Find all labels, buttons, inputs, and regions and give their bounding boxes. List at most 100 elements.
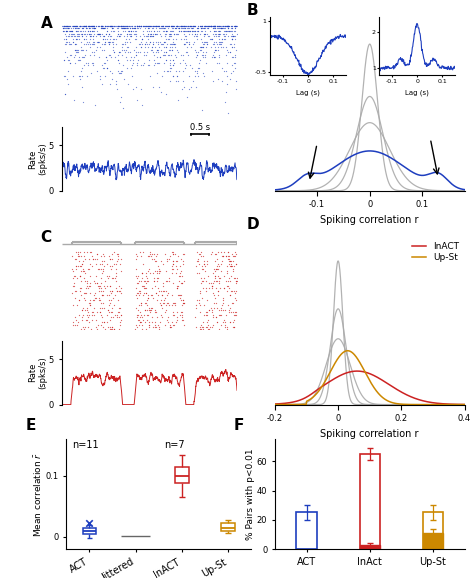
Point — [231, 32, 238, 41]
Point — [76, 283, 84, 292]
Point — [137, 21, 145, 31]
Point — [153, 21, 160, 31]
Point — [180, 249, 187, 258]
Point — [110, 27, 118, 36]
Point — [87, 247, 95, 256]
Point — [74, 55, 82, 65]
Point — [114, 21, 122, 31]
Point — [96, 295, 104, 305]
Point — [225, 308, 232, 317]
Point — [194, 27, 201, 36]
Point — [126, 29, 134, 38]
Point — [92, 323, 100, 332]
Point — [79, 24, 86, 33]
Point — [136, 317, 143, 327]
Point — [208, 281, 216, 290]
Point — [122, 45, 130, 54]
Point — [123, 29, 130, 38]
Point — [165, 21, 173, 31]
Point — [192, 303, 200, 312]
Point — [156, 53, 164, 62]
Point — [109, 42, 117, 51]
Point — [224, 108, 231, 117]
Point — [129, 27, 137, 36]
Point — [178, 50, 185, 60]
Point — [166, 32, 174, 41]
Point — [186, 71, 193, 80]
Point — [133, 252, 140, 261]
Point — [87, 21, 95, 31]
Point — [230, 21, 237, 31]
Point — [205, 279, 212, 288]
Point — [139, 21, 146, 31]
Point — [115, 69, 123, 78]
Point — [228, 42, 236, 51]
Point — [166, 29, 174, 38]
Point — [159, 21, 166, 31]
Point — [122, 47, 129, 57]
Point — [67, 40, 74, 49]
Point — [129, 55, 137, 65]
Point — [117, 315, 125, 324]
Point — [193, 295, 201, 305]
Point — [120, 32, 128, 41]
Point — [128, 21, 135, 31]
Point — [163, 21, 170, 31]
Point — [137, 47, 144, 57]
Point — [155, 21, 163, 31]
Point — [177, 308, 185, 317]
Point — [202, 37, 210, 46]
Point — [145, 252, 153, 261]
Point — [85, 264, 93, 273]
Point — [158, 40, 165, 49]
Point — [166, 77, 173, 86]
Point — [208, 323, 216, 332]
Point — [209, 34, 216, 43]
Point — [114, 29, 121, 38]
Point — [182, 21, 189, 31]
Point — [101, 37, 109, 46]
Point — [111, 274, 118, 283]
Point — [176, 269, 184, 278]
Point — [96, 281, 103, 290]
Point — [195, 269, 203, 278]
Point — [209, 283, 216, 292]
Point — [76, 71, 84, 80]
Point — [146, 32, 154, 41]
Point — [155, 269, 163, 278]
Point — [201, 301, 208, 310]
Point — [217, 24, 225, 33]
Point — [213, 40, 221, 49]
Point — [163, 27, 171, 36]
Point — [202, 308, 210, 317]
Point — [180, 298, 188, 307]
Point — [201, 21, 209, 31]
Point — [68, 27, 75, 36]
Point — [108, 24, 116, 33]
Point — [79, 310, 87, 320]
Point — [91, 21, 98, 31]
Point — [158, 21, 166, 31]
Point — [179, 295, 186, 305]
Point — [131, 21, 138, 31]
Point — [91, 254, 99, 264]
Point — [128, 24, 136, 33]
Point — [146, 29, 154, 38]
Point — [182, 34, 189, 43]
Point — [200, 32, 208, 41]
Point — [160, 37, 168, 46]
Point — [226, 27, 233, 36]
Point — [101, 71, 109, 80]
Point — [121, 21, 128, 31]
Point — [64, 24, 72, 33]
Point — [82, 295, 89, 305]
Point — [200, 257, 208, 266]
Point — [96, 303, 104, 312]
Point — [224, 21, 232, 31]
Point — [155, 325, 163, 334]
Point — [145, 320, 153, 329]
Point — [193, 34, 201, 43]
Point — [172, 301, 179, 310]
Point — [76, 271, 83, 280]
Point — [118, 50, 126, 60]
